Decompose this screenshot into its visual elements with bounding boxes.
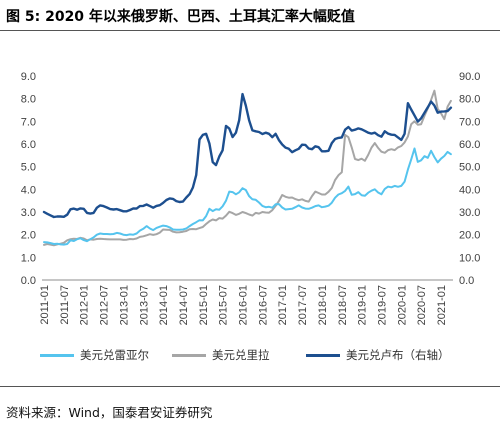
legend-swatch-real bbox=[40, 353, 74, 357]
y-left-tick-label: 3.0 bbox=[21, 207, 36, 219]
series-line-ruble bbox=[42, 92, 453, 219]
x-tick-label: 2016-01 bbox=[238, 285, 250, 325]
x-tick-label: 2019-01 bbox=[357, 285, 369, 325]
x-tick-label: 2011-01 bbox=[39, 285, 51, 325]
x-tick-label: 2020-01 bbox=[396, 285, 408, 325]
x-tick-label: 2017-01 bbox=[277, 285, 289, 325]
x-tick-label: 2013-07 bbox=[138, 285, 150, 325]
y-right-tick-label: 50.0 bbox=[459, 162, 480, 174]
y-left-tick-label: 6.0 bbox=[21, 139, 36, 151]
y-right-tick-label: 70.0 bbox=[459, 116, 480, 128]
y-right-tick-label: 90.0 bbox=[459, 71, 480, 83]
legend-item-ruble: 美元兑卢布（右轴） bbox=[306, 346, 450, 364]
y-right-tick-label: 10.0 bbox=[459, 252, 480, 264]
y-left-tick-label: 9.0 bbox=[21, 71, 36, 83]
y-left-tick-label: 2.0 bbox=[21, 230, 36, 242]
x-tick-label: 2014-07 bbox=[178, 285, 190, 325]
series-line-lira bbox=[43, 89, 452, 247]
legend-swatch-lira bbox=[172, 353, 206, 357]
x-tick-label: 2013-01 bbox=[118, 285, 130, 325]
x-tick-label: 2012-01 bbox=[79, 285, 91, 325]
source-note: 资料来源：Wind，国泰君安证券研究 bbox=[6, 405, 213, 420]
legend-label-lira: 美元兑里拉 bbox=[212, 348, 270, 362]
x-tick-label: 2020-07 bbox=[416, 285, 428, 325]
y-right-tick-label: 40.0 bbox=[459, 184, 480, 196]
y-left-tick-label: 5.0 bbox=[21, 162, 36, 174]
x-tick-label: 2012-07 bbox=[99, 285, 111, 325]
x-tick-label: 2017-07 bbox=[297, 285, 309, 325]
y-left-tick-label: 8.0 bbox=[21, 94, 36, 106]
chart: 0.0 1.0 2.0 3.0 4.0 5.0 6.0 7.0 8.0 9.0 0.0 10.0 20.… bbox=[21, 71, 481, 325]
x-tick-label: 2015-07 bbox=[218, 285, 230, 325]
x-tick-label: 2015-01 bbox=[198, 285, 210, 325]
series-line-real bbox=[43, 147, 452, 246]
legend-item-real: 美元兑雷亚尔 bbox=[40, 346, 149, 364]
y-left-tick-label: 1.0 bbox=[21, 252, 36, 264]
x-tick-label: 2021-01 bbox=[436, 285, 448, 325]
x-tick-label: 2016-07 bbox=[257, 285, 269, 325]
title-divider bbox=[0, 30, 500, 31]
x-tick-label: 2018-01 bbox=[317, 285, 329, 325]
y-right-tick-label: 60.0 bbox=[459, 139, 480, 151]
legend: 美元兑雷亚尔 美元兑里拉 美元兑卢布（右轴） bbox=[0, 346, 500, 366]
x-tick-label: 2019-07 bbox=[376, 285, 388, 325]
legend-label-ruble: 美元兑卢布（右轴） bbox=[346, 348, 450, 362]
y-right-tick-label: 0.0 bbox=[459, 275, 474, 287]
y-right-tick-label: 30.0 bbox=[459, 207, 480, 219]
legend-item-lira: 美元兑里拉 bbox=[172, 346, 270, 364]
legend-label-real: 美元兑雷亚尔 bbox=[80, 348, 149, 362]
legend-swatch-ruble bbox=[306, 353, 340, 357]
y-left-tick-label: 7.0 bbox=[21, 116, 36, 128]
x-tick-label: 2018-07 bbox=[337, 285, 349, 325]
x-tick-label: 2014-01 bbox=[158, 285, 170, 325]
y-left-tick-label: 4.0 bbox=[21, 184, 36, 196]
y-right-tick-label: 20.0 bbox=[459, 230, 480, 242]
y-right-tick-label: 80.0 bbox=[459, 94, 480, 106]
page-title: 图 5: 2020 年以来俄罗斯、巴西、土耳其汇率大幅贬值 bbox=[6, 9, 355, 25]
source-divider bbox=[0, 386, 500, 387]
x-tick-label: 2011-07 bbox=[59, 285, 71, 325]
y-left-tick-label: 0.0 bbox=[21, 275, 36, 287]
